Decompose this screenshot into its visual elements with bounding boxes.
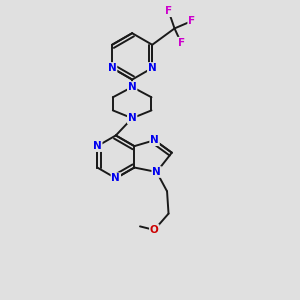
Text: F: F	[188, 16, 195, 26]
Text: N: N	[128, 113, 136, 123]
Text: F: F	[178, 38, 184, 48]
Text: N: N	[152, 167, 161, 177]
Text: N: N	[128, 82, 136, 92]
Text: N: N	[111, 173, 120, 183]
Text: O: O	[150, 225, 159, 235]
Text: N: N	[108, 63, 116, 73]
Text: N: N	[93, 141, 102, 151]
Text: F: F	[165, 6, 172, 16]
Text: N: N	[150, 135, 159, 145]
Text: N: N	[148, 63, 157, 73]
